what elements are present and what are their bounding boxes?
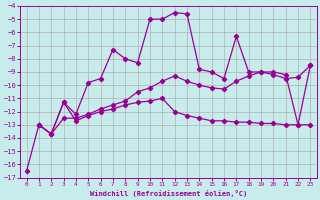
X-axis label: Windchill (Refroidissement éolien,°C): Windchill (Refroidissement éolien,°C): [90, 190, 247, 197]
